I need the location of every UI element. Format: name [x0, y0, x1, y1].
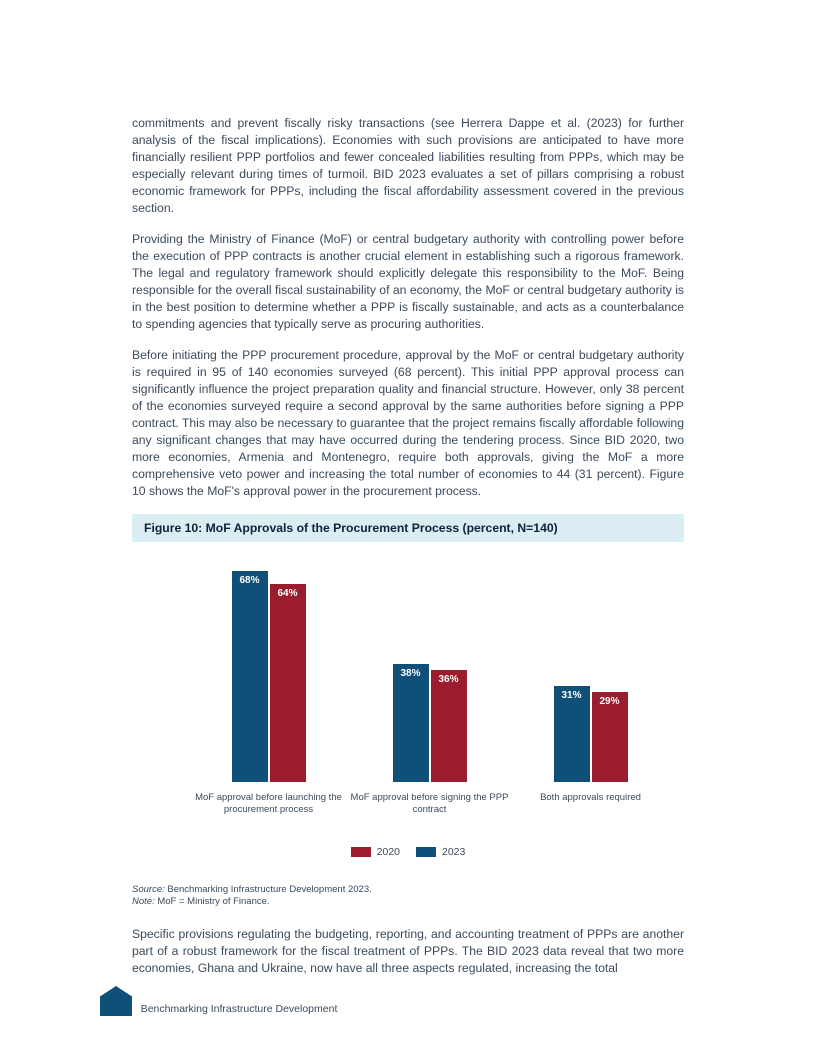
legend-item: 2023 — [416, 846, 465, 858]
bar-2023: 68% — [232, 571, 268, 782]
x-axis-label: MoF approval before launching the procur… — [188, 792, 349, 816]
legend-label: 2020 — [377, 846, 400, 858]
bar-2020: 64% — [270, 584, 306, 782]
bar-value-label: 31% — [554, 690, 590, 701]
bar-value-label: 36% — [431, 674, 467, 685]
bar-group: 38%36% — [349, 664, 510, 782]
bar-2023: 38% — [393, 664, 429, 782]
note-prefix: Note: — [132, 896, 155, 907]
bar-2020: 29% — [592, 692, 628, 782]
bar-chart: 68%64%38%36%31%29% — [160, 572, 656, 782]
legend-swatch — [416, 847, 436, 857]
legend-label: 2023 — [442, 846, 465, 858]
corner-decoration — [100, 986, 132, 1016]
page-footer: 38 Benchmarking Infrastructure Developme… — [0, 1002, 816, 1016]
bar-2020: 36% — [431, 670, 467, 782]
note-text: MoF = Ministry of Finance. — [155, 896, 270, 907]
paragraph-3: Before initiating the PPP procurement pr… — [132, 347, 684, 500]
paragraph-1: commitments and prevent fiscally risky t… — [132, 115, 684, 217]
chart-legend: 2020 2023 — [132, 844, 684, 862]
bar-group: 31%29% — [510, 686, 671, 782]
source-prefix: Source: — [132, 884, 165, 895]
bar-value-label: 64% — [270, 588, 306, 599]
bar-group: 68%64% — [188, 571, 349, 782]
footer-title: Benchmarking Infrastructure Development — [141, 1003, 338, 1015]
legend-item: 2020 — [351, 846, 400, 858]
figure-title: Figure 10: MoF Approvals of the Procurem… — [144, 521, 558, 535]
paragraph-2: Providing the Ministry of Finance (MoF) … — [132, 231, 684, 333]
legend-swatch — [351, 847, 371, 857]
bar-2023: 31% — [554, 686, 590, 782]
chart-x-labels: MoF approval before launching the procur… — [160, 792, 656, 822]
bar-value-label: 29% — [592, 696, 628, 707]
source-text: Benchmarking Infrastructure Development … — [165, 884, 372, 895]
x-axis-label: MoF approval before signing the PPP cont… — [349, 792, 510, 816]
paragraph-4: Specific provisions regulating the budge… — [132, 926, 684, 977]
x-axis-label: Both approvals required — [510, 792, 671, 804]
figure-title-bar: Figure 10: MoF Approvals of the Procurem… — [132, 514, 684, 542]
bar-value-label: 38% — [393, 668, 429, 679]
bar-value-label: 68% — [232, 575, 268, 586]
figure-source-note: Source: Benchmarking Infrastructure Deve… — [132, 884, 684, 908]
